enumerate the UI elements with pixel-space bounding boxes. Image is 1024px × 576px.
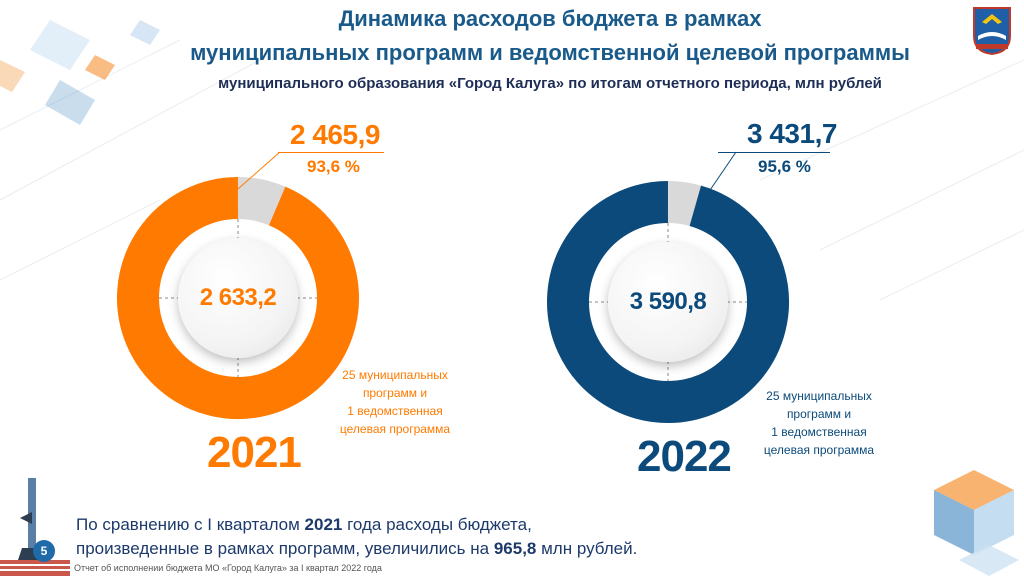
executed-value-2022: 3 431,7 — [747, 118, 837, 149]
description-line: целевая программа — [763, 443, 875, 457]
footer-line-1: По сравнению с I кварталом 2021 года рас… — [76, 513, 637, 537]
title-line-1: Динамика расходов бюджета в рамках — [338, 6, 762, 31]
page-number: 5 — [33, 540, 55, 562]
monument-icon — [0, 478, 70, 576]
total-value-2021: 2 633,2 — [178, 238, 298, 358]
description-line: 1 ведомственная — [771, 425, 867, 439]
footer-summary: По сравнению с I кварталом 2021 года рас… — [76, 513, 637, 561]
donut-remainder-segment — [667, 181, 702, 227]
description-2021: 25 муниципальных программ и 1 ведомствен… — [320, 366, 470, 438]
value-underline-2021 — [278, 152, 384, 153]
footer-line-2: произведенные в рамках программ, увеличи… — [76, 537, 637, 561]
decorative-cubes — [934, 470, 1019, 576]
footer-text-part: произведенные в рамках программ, увеличи… — [76, 539, 494, 558]
executed-value-2021: 2 465,9 — [290, 119, 380, 150]
footer-text-part: По сравнению с I кварталом — [76, 515, 305, 534]
report-note: Отчет об исполнении бюджета МО «Город Ка… — [74, 563, 382, 573]
value-underline-2022 — [718, 152, 830, 153]
title-line-2: муниципальных программ и ведомственной ц… — [190, 40, 910, 65]
description-line: целевая программа — [339, 422, 451, 436]
description-line: программ и — [786, 407, 852, 421]
footer-year: 2021 — [304, 515, 343, 534]
footer-text-part: млн рублей. — [536, 539, 638, 558]
donut-remainder-segment — [237, 177, 286, 226]
description-line: 25 муниципальных — [342, 368, 448, 382]
leader-line-2022 — [705, 151, 737, 197]
donut-executed-segment — [117, 177, 359, 419]
footer-increase-value: 965,8 — [493, 539, 537, 558]
description-line: программ и — [362, 386, 428, 400]
footer-text-part: года расходы бюджета, — [342, 515, 532, 534]
leader-line-2021 — [229, 151, 281, 197]
percent-2022: 95,6 % — [758, 157, 811, 176]
description-line: 1 ведомственная — [347, 404, 443, 418]
subtitle: муниципального образования «Город Калуга… — [218, 75, 882, 92]
donut-executed-segment — [547, 181, 789, 423]
percent-2021: 93,6 % — [307, 157, 360, 176]
year-label-2021: 2021 — [207, 428, 302, 477]
description-line: 25 муниципальных — [766, 389, 872, 403]
coat-of-arms-icon — [973, 7, 1011, 56]
year-label-2022: 2022 — [637, 432, 732, 481]
description-2022: 25 муниципальных программ и 1 ведомствен… — [744, 387, 894, 459]
total-value-2022: 3 590,8 — [608, 242, 728, 362]
